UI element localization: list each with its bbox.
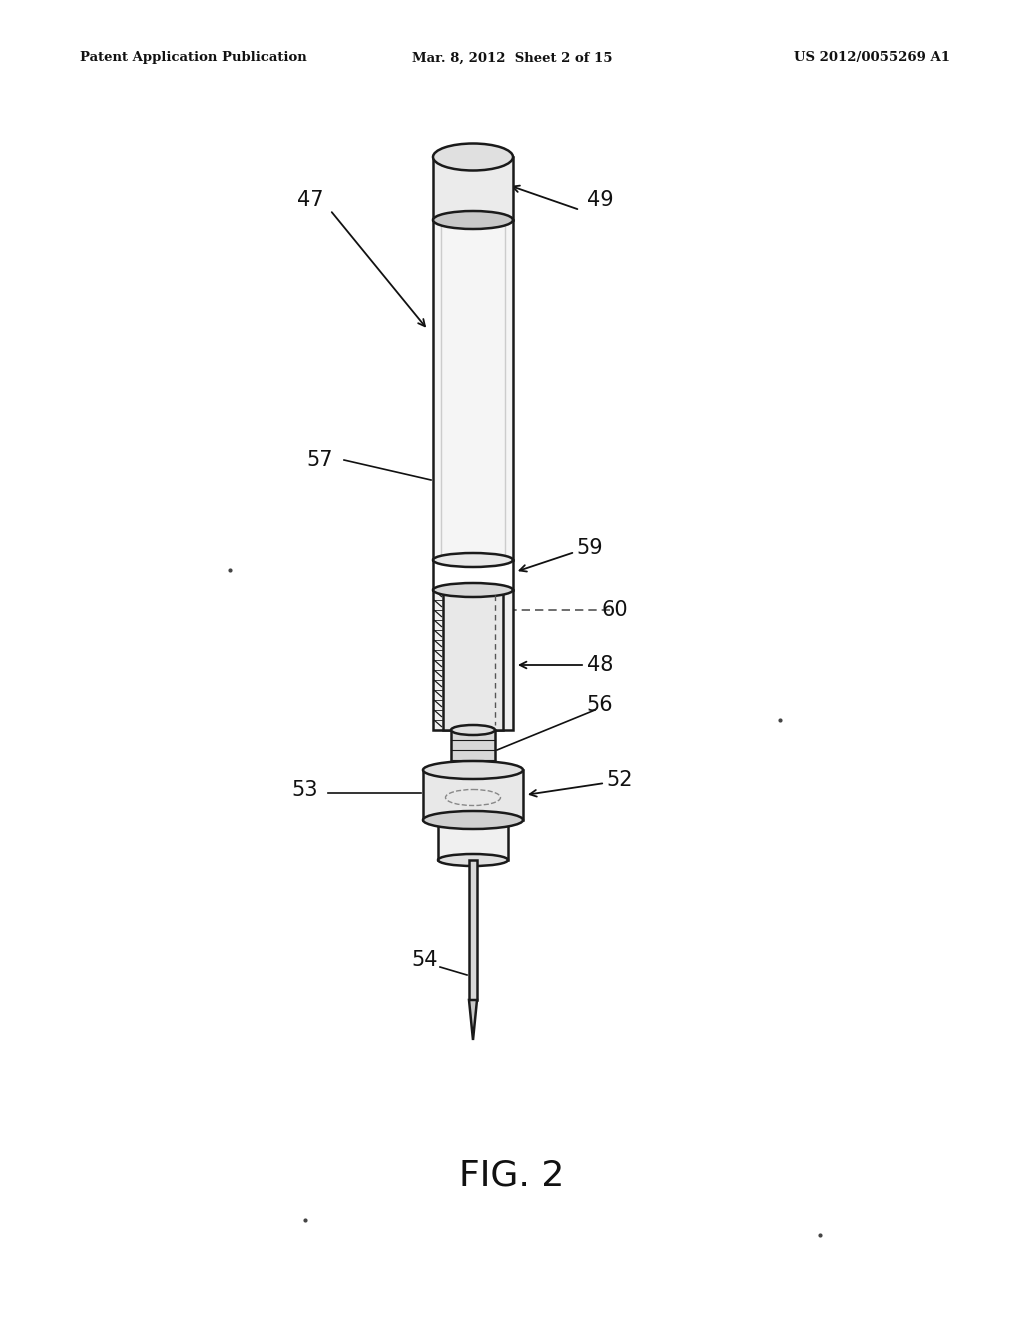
Ellipse shape bbox=[433, 583, 513, 597]
Text: 53: 53 bbox=[292, 780, 318, 800]
Bar bbox=[451, 730, 495, 770]
Bar bbox=[423, 770, 523, 820]
Text: Mar. 8, 2012  Sheet 2 of 15: Mar. 8, 2012 Sheet 2 of 15 bbox=[412, 51, 612, 65]
Bar bbox=[438, 820, 508, 861]
Text: Patent Application Publication: Patent Application Publication bbox=[80, 51, 307, 65]
Bar bbox=[433, 220, 513, 560]
Polygon shape bbox=[469, 1001, 477, 1040]
Text: 52: 52 bbox=[607, 770, 633, 789]
Text: 48: 48 bbox=[587, 655, 613, 675]
Ellipse shape bbox=[433, 211, 513, 228]
Text: 54: 54 bbox=[412, 950, 438, 970]
Ellipse shape bbox=[451, 766, 495, 775]
Text: 60: 60 bbox=[602, 601, 629, 620]
Text: 56: 56 bbox=[587, 696, 613, 715]
Text: FIG. 2: FIG. 2 bbox=[460, 1158, 564, 1192]
Bar bbox=[443, 590, 503, 730]
Text: 49: 49 bbox=[587, 190, 613, 210]
Bar bbox=[433, 590, 513, 730]
Bar bbox=[433, 157, 513, 220]
Ellipse shape bbox=[433, 144, 513, 170]
Text: 57: 57 bbox=[307, 450, 333, 470]
Ellipse shape bbox=[438, 854, 508, 866]
Ellipse shape bbox=[423, 810, 523, 829]
Bar bbox=[469, 861, 477, 1001]
Ellipse shape bbox=[423, 762, 523, 779]
Text: US 2012/0055269 A1: US 2012/0055269 A1 bbox=[794, 51, 950, 65]
Text: 59: 59 bbox=[577, 539, 603, 558]
Ellipse shape bbox=[433, 553, 513, 568]
Ellipse shape bbox=[451, 725, 495, 735]
Text: 47: 47 bbox=[297, 190, 324, 210]
Ellipse shape bbox=[445, 789, 501, 805]
